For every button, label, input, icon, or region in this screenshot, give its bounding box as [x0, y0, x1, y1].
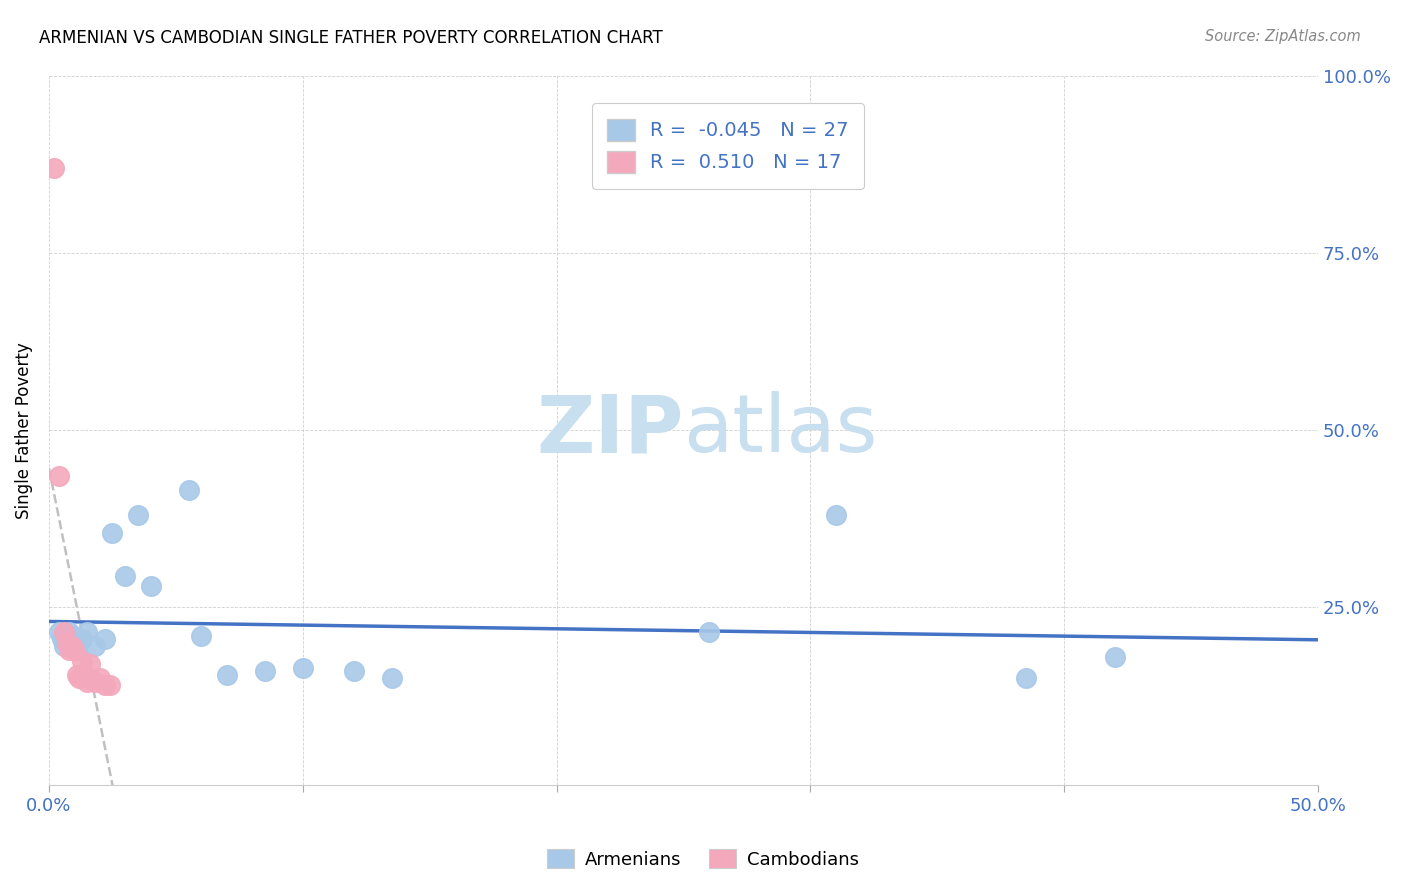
Legend: Armenians, Cambodians: Armenians, Cambodians [540, 841, 866, 876]
Point [83, 640, 105, 654]
Point [60, 640, 83, 654]
Point [291, 661, 314, 675]
Point [63, 643, 86, 657]
Point [53, 625, 76, 640]
Point [58, 625, 80, 640]
Point [55, 636, 77, 650]
Point [53, 640, 76, 654]
Point [42, 161, 65, 175]
Point [79, 657, 101, 672]
Point [51, 632, 73, 647]
Text: atlas: atlas [683, 391, 877, 469]
Point [190, 629, 212, 643]
Text: ZIP: ZIP [536, 391, 683, 469]
Point [58, 643, 80, 657]
Point [70, 654, 93, 668]
Point [66, 668, 89, 682]
Point [1015, 672, 1038, 686]
Point [63, 636, 86, 650]
Point [253, 665, 276, 679]
Point [60, 629, 83, 643]
Point [55, 636, 77, 650]
Point [177, 483, 200, 498]
Point [139, 579, 162, 593]
Point [114, 568, 136, 582]
Point [76, 625, 98, 640]
Text: ARMENIAN VS CAMBODIAN SINGLE FATHER POVERTY CORRELATION CHART: ARMENIAN VS CAMBODIAN SINGLE FATHER POVE… [39, 29, 664, 46]
Point [1104, 650, 1126, 665]
Point [83, 674, 105, 689]
Text: Source: ZipAtlas.com: Source: ZipAtlas.com [1205, 29, 1361, 44]
Legend: R =  -0.045   N = 27, R =  0.510   N = 17: R = -0.045 N = 27, R = 0.510 N = 17 [592, 103, 865, 189]
Point [342, 665, 364, 679]
Point [89, 672, 111, 686]
Point [48, 469, 70, 483]
Point [697, 625, 720, 640]
Y-axis label: Single Father Poverty: Single Father Poverty [15, 342, 32, 518]
Point [101, 526, 124, 541]
Point [67, 672, 90, 686]
Point [98, 678, 121, 692]
Point [94, 632, 117, 647]
Point [94, 678, 117, 692]
Point [76, 674, 98, 689]
Point [66, 643, 89, 657]
Point [215, 668, 238, 682]
Point [70, 632, 93, 647]
Point [824, 508, 846, 523]
Point [127, 508, 149, 523]
Point [48, 625, 70, 640]
Point [381, 672, 404, 686]
Point [73, 668, 96, 682]
